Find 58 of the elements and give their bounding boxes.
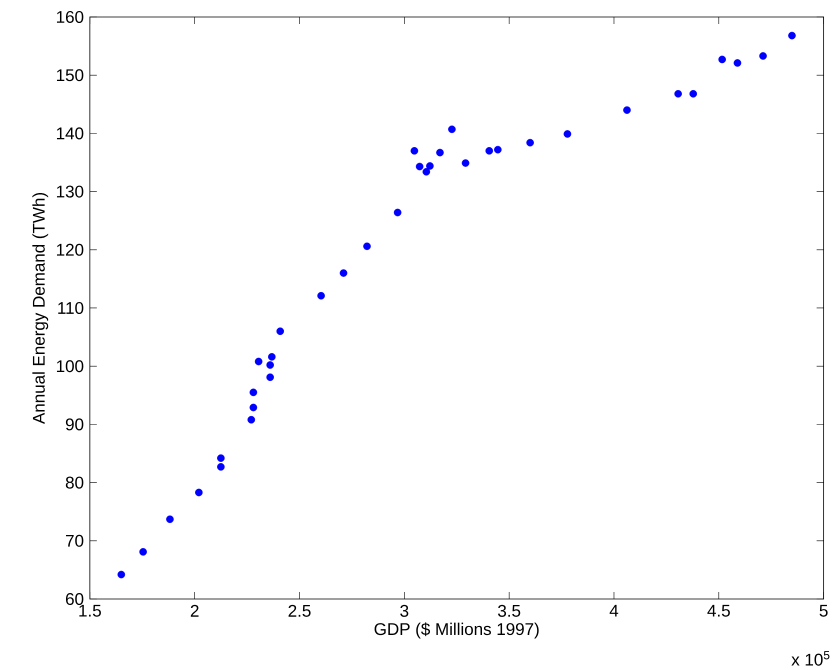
point (268, 353, 276, 361)
y-tick-label: 150 (56, 69, 84, 82)
point (416, 162, 424, 170)
point (448, 126, 456, 134)
point (266, 374, 274, 382)
y-tick-label: 130 (56, 186, 84, 198)
y-tick-label: 140 (56, 127, 84, 140)
point (788, 32, 796, 40)
point (689, 90, 698, 98)
x-tick-label: 1.5 (79, 604, 101, 617)
point (139, 548, 147, 556)
point (247, 416, 256, 424)
y-axis-title: Annual Energy Demand (TWh) (32, 193, 48, 424)
y-tick-label: 60 (66, 593, 84, 606)
x-tick-label: 5 (820, 604, 828, 617)
point (317, 292, 325, 300)
point (266, 361, 274, 369)
x-axis-title: GDP ($ Millions 1997) (374, 622, 539, 639)
text: x 10$^{5}$ (791, 651, 830, 666)
point (118, 570, 126, 578)
point (195, 488, 203, 496)
point (217, 454, 225, 462)
point (250, 388, 258, 396)
y-tick-label: 110 (58, 302, 84, 314)
point (526, 138, 534, 147)
point (276, 328, 284, 336)
y-tick-label: 160 (56, 11, 84, 24)
point (734, 59, 742, 67)
y-tick-label: 120 (56, 244, 84, 256)
point (718, 56, 726, 64)
point (564, 130, 572, 138)
point (250, 404, 258, 412)
point (485, 147, 494, 155)
point (363, 242, 371, 250)
point (217, 463, 225, 471)
point (166, 516, 174, 524)
point (462, 159, 470, 167)
point (623, 106, 631, 114)
point (254, 358, 262, 366)
x-tick-label: 2.5 (288, 604, 311, 617)
point (422, 168, 430, 176)
y-tick-label: 90 (66, 418, 84, 430)
point (759, 52, 767, 60)
point (436, 148, 444, 156)
point (394, 208, 402, 216)
point (340, 269, 348, 277)
x-tick-label: 3.5 (498, 604, 520, 617)
point (494, 146, 502, 154)
y-tick-label: 80 (66, 476, 84, 489)
y-tick-label: 70 (66, 534, 84, 547)
point (674, 90, 682, 98)
x-tick-label: 2 (190, 604, 199, 617)
point (410, 147, 418, 155)
x-tick-label: 4 (610, 604, 618, 617)
x-tick-label: 4.5 (707, 604, 730, 617)
point (426, 162, 434, 170)
y-tick-label: 100 (56, 360, 84, 372)
x-tick-label: 3 (400, 604, 408, 617)
